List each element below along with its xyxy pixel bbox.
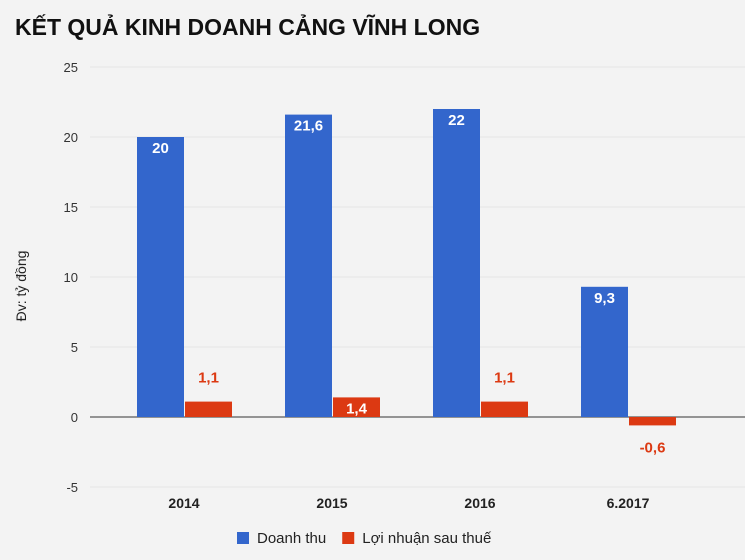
y-tick-label: 15 (64, 200, 78, 215)
bar-doanh-thu (137, 137, 184, 417)
bar-doanh-thu (581, 286, 628, 417)
bar-loi-nhuan (333, 397, 380, 417)
data-label: 22 (448, 112, 465, 129)
legend-swatch (342, 532, 355, 544)
data-label: 9,3 (594, 290, 615, 307)
y-tick-label: 20 (64, 130, 78, 145)
data-label: -0,6 (640, 439, 666, 456)
chart-title: KẾT QUẢ KINH DOANH CẢNG VĨNH LONG (15, 14, 481, 40)
bar-loi-nhuan (481, 401, 528, 417)
y-tick-label: 5 (71, 340, 78, 355)
x-tick-label: 2015 (316, 495, 347, 511)
y-tick-label: -5 (66, 480, 78, 495)
bar-doanh-thu (433, 109, 480, 417)
x-tick-label: 6.2017 (607, 495, 650, 511)
y-axis-label: Đv: tỷ đồng (13, 251, 29, 322)
y-tick-label: 0 (71, 410, 78, 425)
bar-doanh-thu (285, 114, 332, 417)
legend-swatch (237, 532, 249, 544)
data-label: 1,1 (198, 370, 219, 387)
data-label: 21,6 (294, 118, 323, 135)
legend-label: Doanh thu (257, 530, 326, 547)
data-label: 1,4 (346, 400, 368, 417)
legend-label: Lợi nhuận sau thuế (362, 530, 492, 547)
x-tick-label: 2014 (168, 495, 199, 511)
data-label: 1,1 (494, 370, 515, 387)
bar-loi-nhuan (629, 417, 676, 426)
x-tick-label: 2016 (464, 495, 495, 511)
bar-loi-nhuan (185, 401, 232, 417)
y-tick-label: 10 (64, 270, 78, 285)
data-label: 20 (152, 140, 169, 157)
y-tick-label: 25 (64, 60, 78, 75)
